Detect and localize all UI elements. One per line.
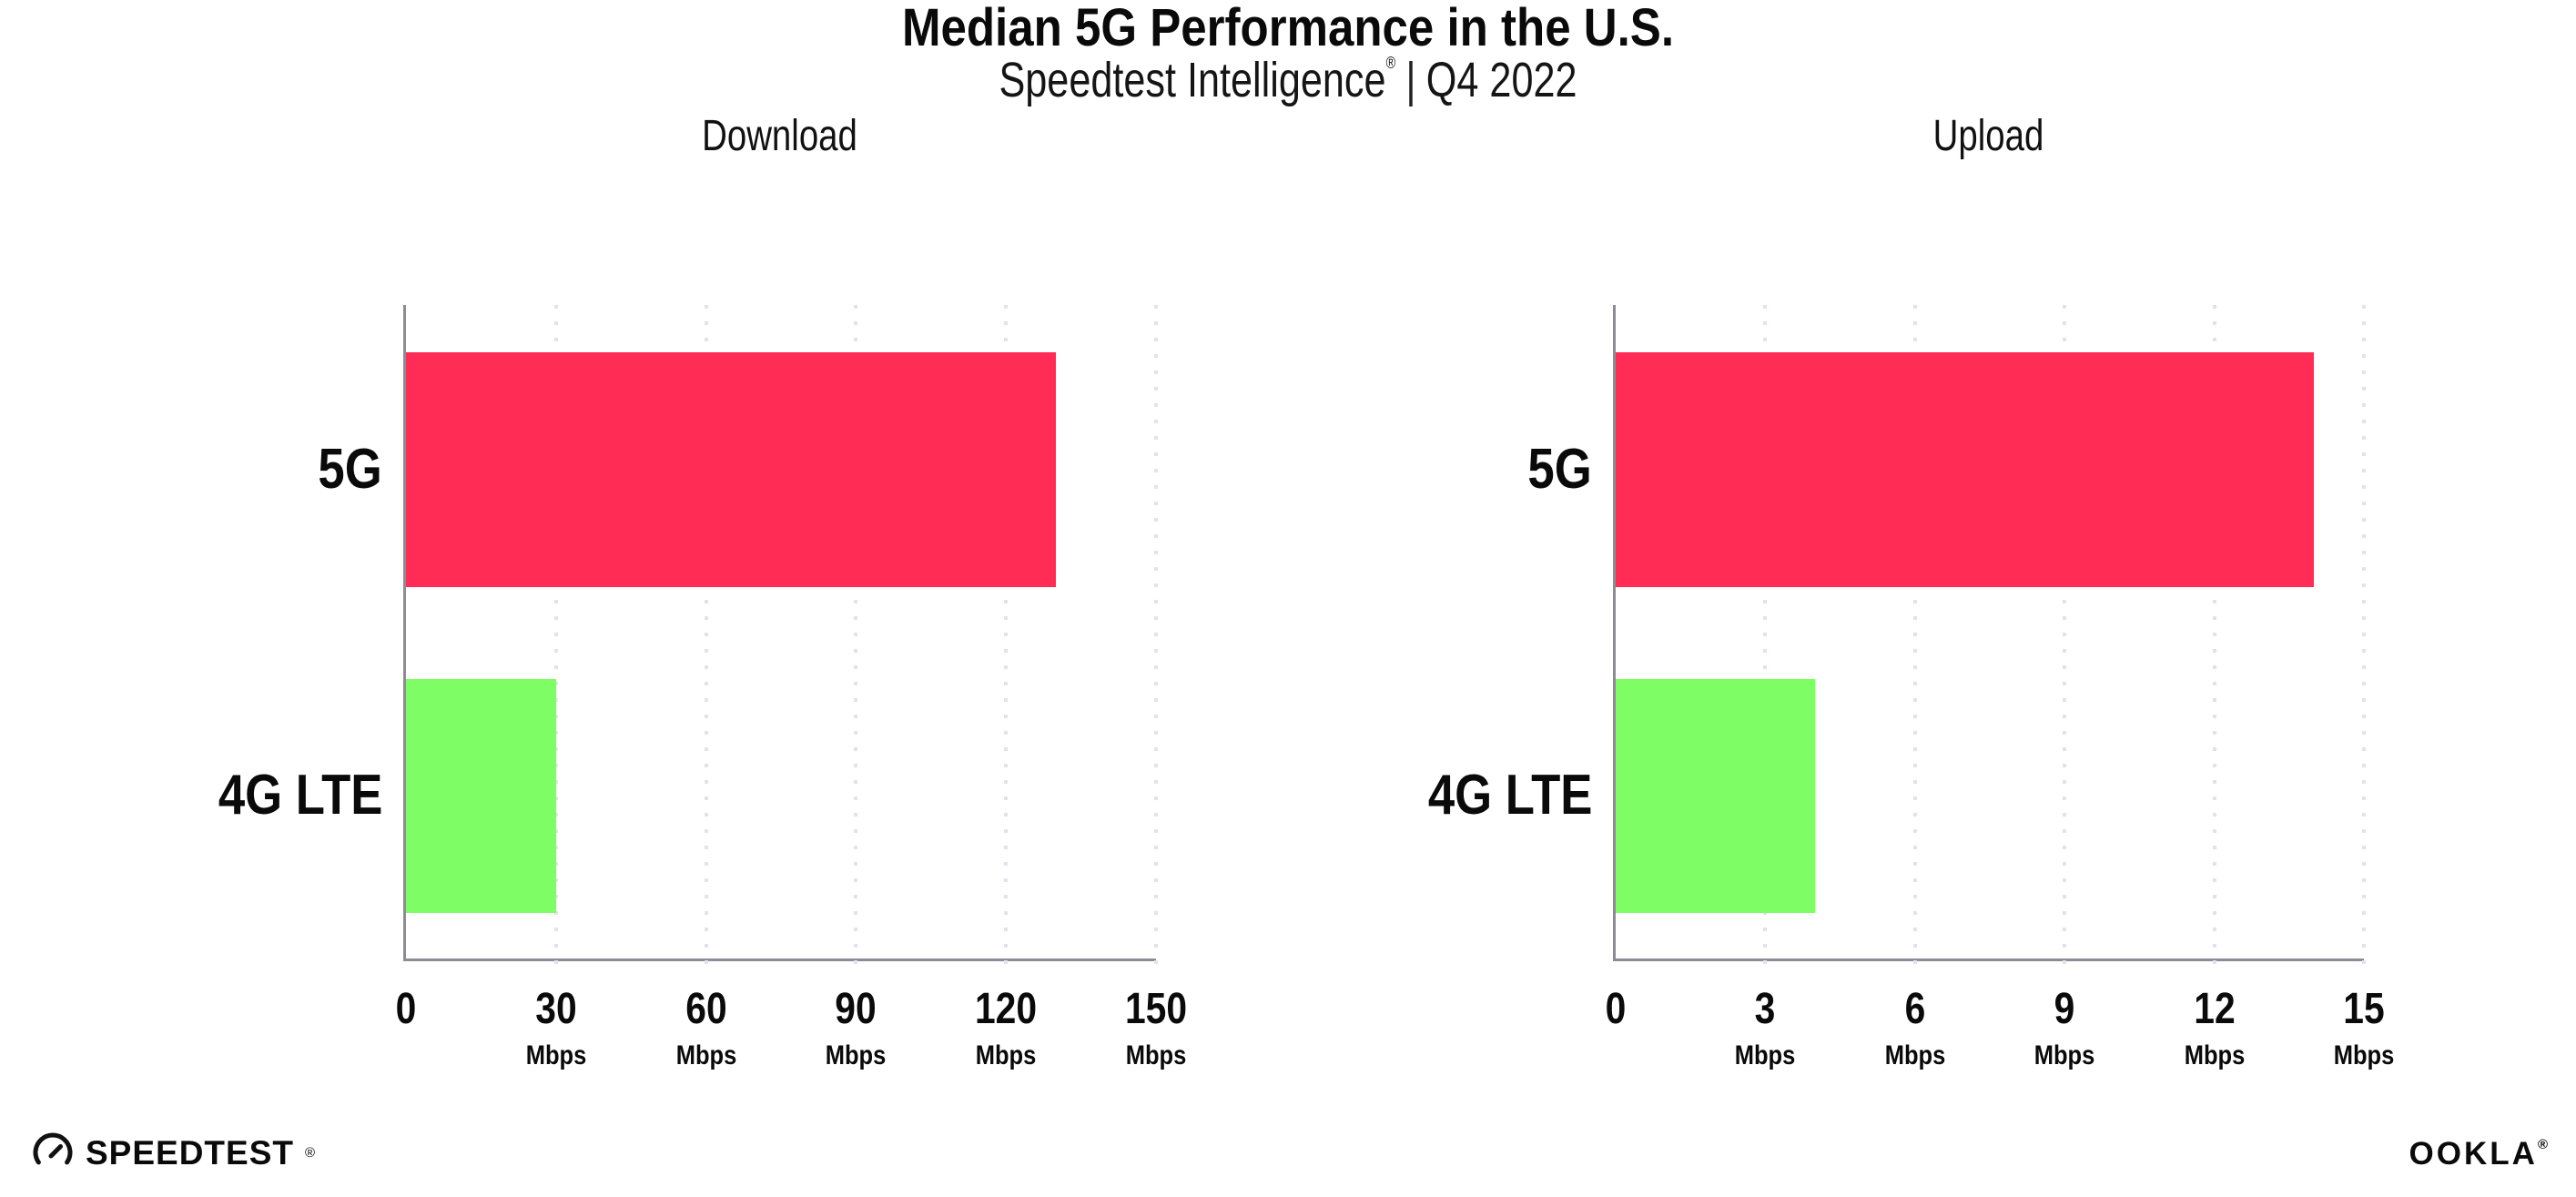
x-tick-unit: Mbps	[1735, 1040, 1796, 1070]
gridline-90-download	[854, 305, 858, 971]
upload-chart-heading: Upload	[1932, 112, 2044, 160]
ookla-trademark-icon: ®	[2537, 1137, 2551, 1152]
x-tick-upload-15: 15 Mbps	[2334, 988, 2395, 1070]
gridline-15-upload	[2362, 305, 2366, 971]
x-tick-value: 90	[835, 985, 877, 1033]
download-x-axis: 0 30 Mbps 60 Mbps 90 Mbps 120 Mbps 150 Mbps	[396, 988, 1187, 1115]
chart-subtitle: Speedtest Intelligence® | Q4 2022	[258, 55, 2318, 107]
chart-title: Median 5G Performance in the U.S.	[901, 0, 1675, 57]
bar-5g-download	[406, 352, 1057, 587]
subtitle-separator: |	[1405, 53, 1416, 107]
subtitle-brand: Speedtest Intelligence	[999, 53, 1386, 107]
upload-chart-panel: Upload 0 3 Mbps 6 Mbps 9 Mbps 12 Mbps 15 Mbps 5G 4G…	[1427, 0, 2394, 1197]
x-tick-value: 9	[2054, 985, 2075, 1033]
x-tick-download-120: 120 Mbps	[975, 988, 1037, 1070]
row-label-5g-upload: 5G	[1527, 438, 1592, 501]
x-tick-unit: Mbps	[2033, 1040, 2095, 1070]
x-tick-value: 12	[2193, 985, 2236, 1033]
x-tick-value: 60	[685, 985, 727, 1033]
x-tick-unit: Mbps	[525, 1040, 587, 1070]
x-tick-download-60: 60 Mbps	[675, 988, 736, 1070]
download-plot-area: 0 30 Mbps 60 Mbps 90 Mbps 120 Mbps 150 Mbps 5G 4G L…	[218, 305, 1187, 1070]
ookla-logo-text: OOKLA	[2409, 1136, 2538, 1172]
row-label-5g-download: 5G	[318, 438, 382, 501]
bar-5g-upload	[1616, 352, 2315, 587]
x-tick-unit: Mbps	[2333, 1040, 2395, 1070]
x-tick-upload-6: 6 Mbps	[1885, 988, 1946, 1070]
gridline-3-upload	[1763, 305, 1768, 971]
x-tick-unit: Mbps	[1884, 1040, 1946, 1070]
x-tick-value: 15	[2343, 985, 2385, 1033]
x-tick-value: 3	[1755, 985, 1776, 1033]
x-tick-value: 120	[975, 985, 1038, 1033]
subtitle-period: Q4 2022	[1425, 53, 1577, 107]
gridline-150-download	[1154, 305, 1158, 971]
bar-4g-lte-download	[406, 679, 556, 913]
x-tick-download-150: 150 Mbps	[1125, 988, 1187, 1070]
x-tick-value: 30	[535, 985, 577, 1033]
x-tick-download-30: 30 Mbps	[526, 988, 587, 1070]
gridline-12-upload	[2212, 305, 2216, 971]
x-tick-upload-3: 3 Mbps	[1735, 988, 1796, 1070]
gridline-9-upload	[2063, 305, 2067, 971]
gridline-30-download	[553, 305, 558, 971]
download-chart-panel: Download 0 30 Mbps 60 Mbps 90 Mbps 120 Mbps 150 Mb…	[218, 0, 1187, 1197]
speedtest-gauge-icon	[33, 1132, 73, 1165]
x-tick-value: 0	[1605, 985, 1627, 1033]
x-tick-download-0: 0	[396, 988, 417, 1031]
x-tick-value: 150	[1124, 985, 1188, 1033]
x-tick-value: 0	[395, 985, 417, 1033]
registered-trademark-icon: ®	[1385, 54, 1396, 72]
x-tick-unit: Mbps	[1125, 1040, 1187, 1070]
ookla-logo: OOKLA®	[2409, 1138, 2551, 1170]
row-label-4g-lte-download: 4G LTE	[218, 764, 382, 827]
x-tick-unit: Mbps	[675, 1040, 736, 1070]
speedtest-logo-text: SPEEDTEST	[86, 1133, 294, 1172]
x-tick-download-90: 90 Mbps	[826, 988, 887, 1070]
x-tick-unit: Mbps	[975, 1040, 1037, 1070]
bar-4g-lte-upload	[1616, 679, 1816, 913]
x-tick-upload-0: 0	[1606, 988, 1627, 1031]
x-tick-upload-12: 12 Mbps	[2184, 988, 2245, 1070]
x-tick-unit: Mbps	[2184, 1040, 2245, 1070]
row-label-4g-lte-upload: 4G LTE	[1427, 764, 1592, 827]
x-tick-unit: Mbps	[826, 1040, 887, 1070]
upload-plot-area: 0 3 Mbps 6 Mbps 9 Mbps 12 Mbps 15 Mbps 5G 4G LTE	[1427, 305, 2394, 1070]
speedtest-trademark-icon: ®	[305, 1144, 316, 1161]
x-tick-upload-9: 9 Mbps	[2034, 988, 2095, 1070]
speedtest-logo: SPEEDTEST ®	[31, 1131, 315, 1174]
download-chart-heading: Download	[702, 112, 857, 160]
upload-x-axis: 0 3 Mbps 6 Mbps 9 Mbps 12 Mbps 15 Mbps	[1606, 988, 2395, 1115]
gridline-120-download	[1004, 305, 1009, 971]
x-tick-value: 6	[1904, 985, 1926, 1033]
gridline-6-upload	[1912, 305, 1917, 971]
gridline-60-download	[704, 305, 708, 971]
